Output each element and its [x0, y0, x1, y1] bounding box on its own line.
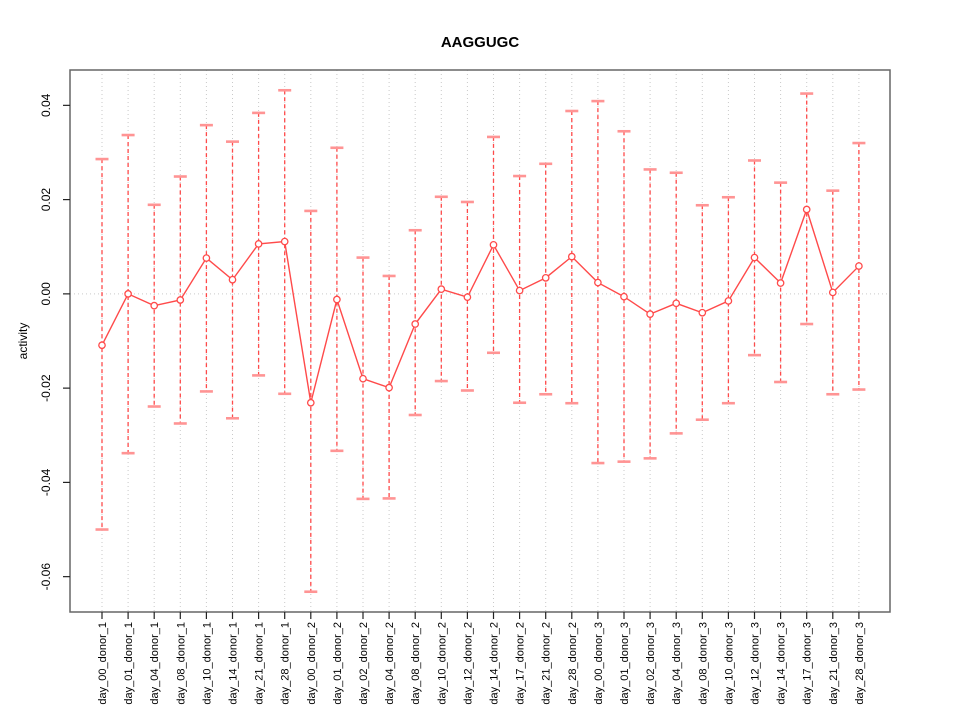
- x-tick-label: day_04_donor_2: [384, 622, 396, 705]
- x-tick-label: day_01_donor_3: [619, 622, 631, 705]
- data-point: [437, 285, 446, 294]
- data-point: [802, 205, 811, 214]
- series-line: [101, 207, 860, 403]
- x-tick-label: day_00_donor_3: [593, 622, 605, 705]
- x-tick-label: day_17_donor_3: [802, 622, 814, 705]
- x-tick-label: day_08_donor_1: [175, 622, 187, 705]
- data-point: [620, 292, 628, 301]
- data-point: [855, 262, 863, 270]
- x-tick-label: day_01_donor_1: [123, 622, 135, 705]
- x-tick-label: day_12_donor_3: [750, 622, 762, 705]
- data-point: [515, 286, 524, 295]
- axes-box-and-ticks: [63, 69, 891, 619]
- x-tick-label: day_28_donor_3: [854, 622, 866, 705]
- y-tick-label: -0.02: [39, 374, 53, 402]
- data-point: [828, 288, 837, 297]
- error-bars: [95, 88, 866, 594]
- data-point: [646, 310, 654, 318]
- x-tick-label: day_01_donor_2: [332, 622, 344, 705]
- data-point: [98, 341, 106, 350]
- x-axis-labels: day_00_donor_1 day_01_donor_1 day_04_donor…: [97, 622, 866, 705]
- x-tick-label: day_04_donor_3: [671, 622, 683, 705]
- data-point: [124, 290, 132, 298]
- plot-border: [69, 69, 891, 613]
- data-point: [176, 296, 185, 304]
- chart-title: AAGGUGC: [441, 34, 520, 51]
- data-point: [306, 398, 315, 407]
- data-point: [150, 301, 159, 310]
- data-point: [567, 252, 576, 261]
- x-tick-label: day_14_donor_3: [776, 622, 788, 705]
- x-tick-label: day_10_donor_1: [201, 622, 213, 705]
- x-tick-label: day_28_donor_2: [567, 622, 579, 705]
- data-point: [280, 237, 289, 246]
- x-tick-label: day_00_donor_2: [306, 622, 318, 705]
- x-tick-label: day_14_donor_1: [228, 622, 240, 705]
- x-tick-label: day_21_donor_3: [828, 622, 840, 705]
- data-points: [98, 205, 863, 407]
- data-point: [254, 240, 263, 248]
- y-tick-label: 0.04: [39, 93, 53, 117]
- data-point: [463, 293, 472, 302]
- y-tick-label: 0.02: [39, 188, 53, 212]
- x-tick-label: day_02_donor_2: [358, 622, 370, 705]
- x-tick-label: day_10_donor_3: [723, 622, 735, 705]
- y-axis-labels: 0.04 0.02 0.00 -0.02 -0.04 -0.06: [39, 93, 53, 590]
- x-tick-label: day_14_donor_2: [489, 622, 501, 705]
- data-point: [202, 254, 211, 262]
- data-point: [333, 295, 341, 304]
- x-tick-label: day_08_donor_3: [697, 622, 709, 705]
- data-point: [698, 308, 707, 317]
- series-path: [101, 207, 860, 403]
- data-point: [724, 297, 733, 305]
- x-tick-label: day_28_donor_1: [280, 622, 292, 705]
- data-point: [594, 278, 602, 287]
- x-tick-label: day_04_donor_1: [149, 622, 161, 705]
- y-tick-label: -0.04: [39, 468, 53, 496]
- data-point: [776, 279, 785, 287]
- data-point: [359, 374, 367, 383]
- data-point: [228, 275, 237, 284]
- y-axis-title: activity: [16, 323, 30, 360]
- x-tick-label: day_12_donor_2: [462, 622, 474, 705]
- data-point: [489, 241, 498, 249]
- x-tick-label: day_17_donor_2: [515, 622, 527, 705]
- x-tick-label: day_00_donor_1: [97, 622, 109, 705]
- x-tick-label: day_02_donor_3: [645, 622, 657, 705]
- data-point: [672, 299, 681, 308]
- y-tick-label: -0.06: [39, 563, 53, 591]
- x-tick-label: day_10_donor_2: [436, 622, 448, 705]
- y-tick-label: 0.00: [39, 282, 53, 306]
- data-point: [541, 273, 550, 282]
- x-tick-label: day_21_donor_1: [254, 622, 266, 705]
- gridlines: [70, 70, 890, 612]
- data-point: [411, 320, 420, 328]
- x-tick-label: day_08_donor_2: [410, 622, 422, 705]
- data-point: [750, 253, 759, 262]
- data-point: [385, 383, 393, 392]
- x-tick-label: day_21_donor_2: [541, 622, 553, 705]
